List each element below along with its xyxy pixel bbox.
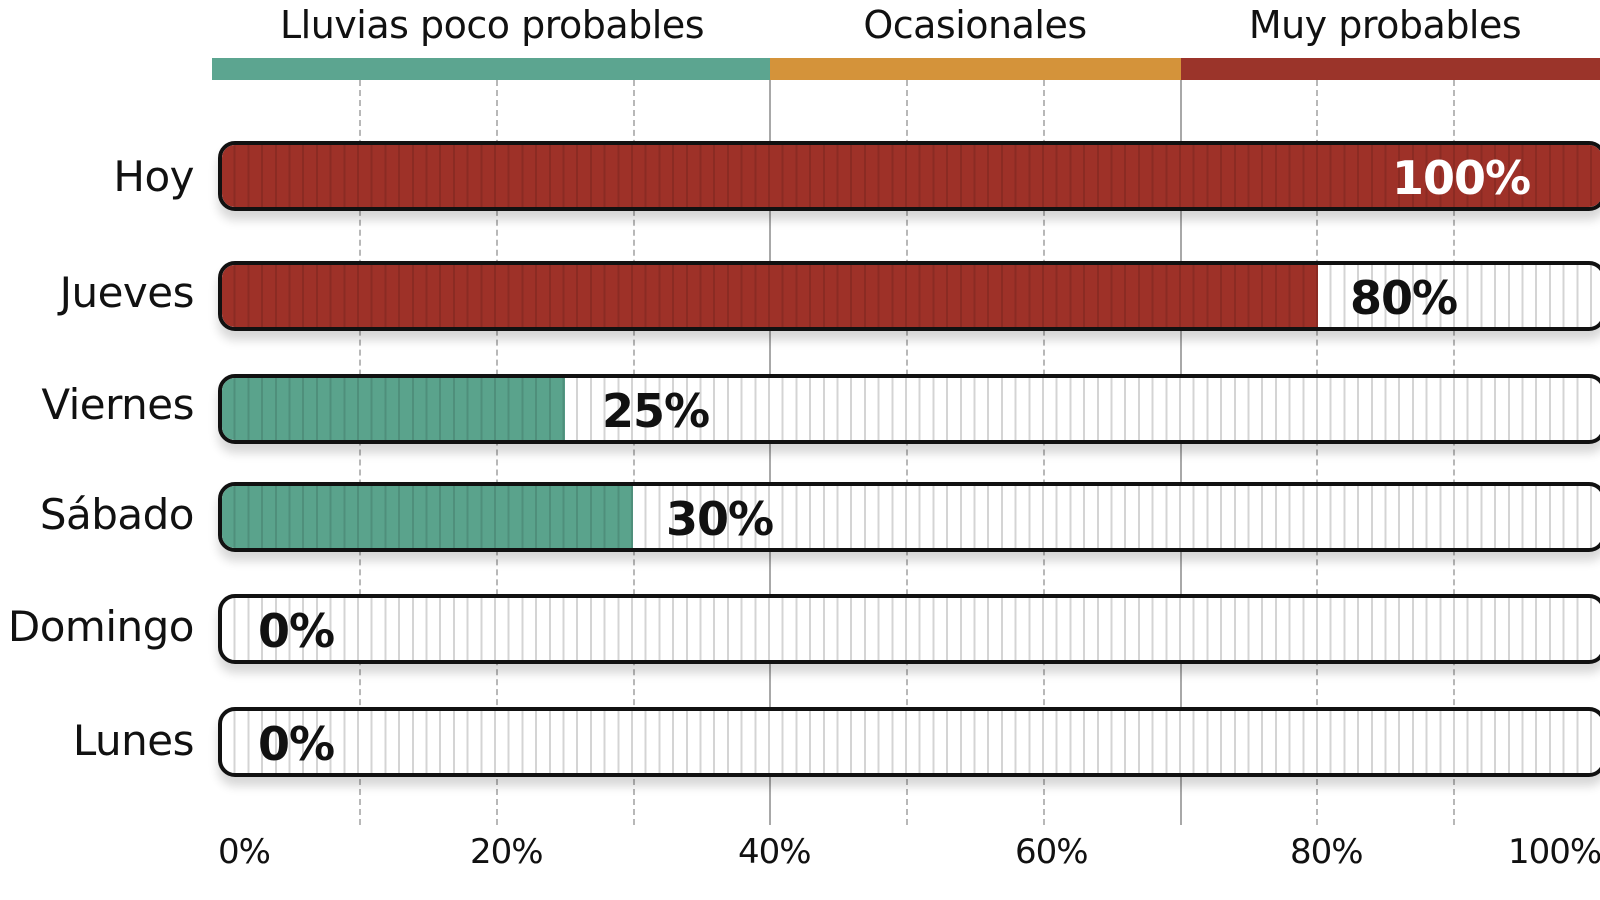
bar-value-lunes: 0%	[258, 717, 335, 771]
gridline-20	[496, 80, 498, 825]
legend-label-high: Muy probables	[1248, 3, 1522, 47]
gridline-40	[769, 80, 771, 825]
bar-fill-viernes	[222, 378, 565, 440]
gridline-50	[906, 80, 908, 825]
gridline-30	[633, 80, 635, 825]
row-label-domingo: Domingo	[7, 602, 195, 651]
row-label-sabado: Sábado	[39, 490, 195, 539]
row-label-lunes: Lunes	[72, 716, 195, 765]
row-label-viernes: Viernes	[41, 380, 194, 429]
x-tick-40: 40%	[738, 832, 812, 872]
legend-label-mid: Ocasionales	[863, 3, 1087, 47]
gridline-60	[1043, 80, 1045, 825]
bar-value-hoy: 100%	[1392, 151, 1531, 205]
row-label-hoy: Hoy	[113, 152, 194, 201]
legend-band-high	[1181, 58, 1600, 80]
bar-fill-sabado	[222, 486, 633, 548]
x-tick-100: 100%	[1508, 832, 1600, 872]
bar-value-jueves: 80%	[1350, 271, 1458, 325]
bar-jueves: 80%	[218, 261, 1600, 331]
bar-value-sabado: 30%	[666, 492, 774, 546]
bar-value-domingo: 0%	[258, 604, 335, 658]
bar-value-viernes: 25%	[602, 384, 710, 438]
bar-lunes: 0%	[218, 707, 1600, 777]
x-tick-0: 0%	[218, 832, 271, 872]
legend-band-mid	[770, 58, 1181, 80]
bar-viernes: 25%	[218, 374, 1600, 444]
bar-fill-hoy	[222, 145, 1600, 207]
gridline-10	[359, 80, 361, 825]
bar-hoy: 100%	[218, 141, 1600, 211]
bar-domingo: 0%	[218, 594, 1600, 664]
x-tick-20: 20%	[470, 832, 544, 872]
legend-band-low	[212, 58, 770, 80]
legend-label-low: Lluvias poco probables	[279, 3, 705, 47]
gridline-70	[1180, 80, 1182, 825]
gridline-80	[1316, 80, 1318, 825]
bar-sabado: 30%	[218, 482, 1600, 552]
row-label-jueves: Jueves	[59, 268, 195, 317]
x-tick-80: 80%	[1290, 832, 1364, 872]
x-tick-60: 60%	[1015, 832, 1089, 872]
gridline-90	[1453, 80, 1455, 825]
bar-fill-jueves	[222, 265, 1318, 327]
